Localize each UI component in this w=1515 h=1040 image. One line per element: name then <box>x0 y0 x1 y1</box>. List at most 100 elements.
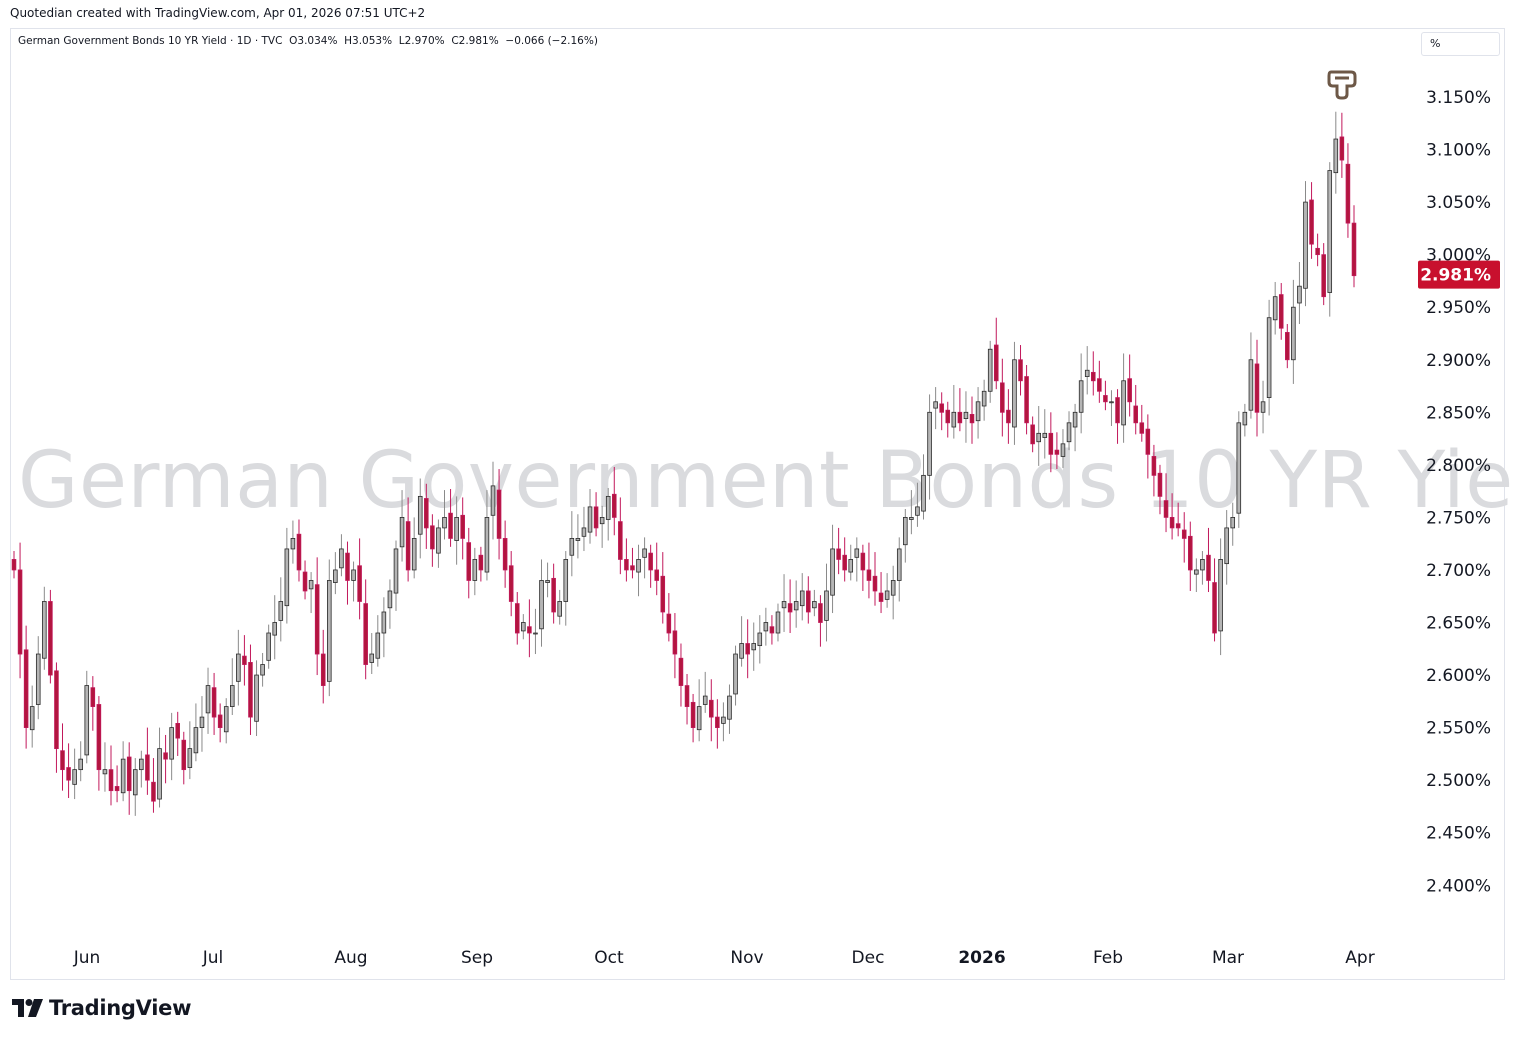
candle <box>739 616 744 667</box>
candle <box>272 595 278 660</box>
candle <box>1242 403 1248 437</box>
candle <box>163 734 168 784</box>
candle <box>23 625 29 749</box>
candle <box>84 670 90 764</box>
candle <box>860 544 866 591</box>
candle <box>108 745 114 806</box>
candle <box>793 580 799 628</box>
candle <box>508 551 514 617</box>
candle <box>193 703 199 762</box>
candle <box>981 379 987 421</box>
candle <box>230 658 235 715</box>
candle <box>502 520 508 588</box>
candle <box>539 559 544 647</box>
candle <box>102 742 108 792</box>
candle <box>266 624 271 669</box>
x-tick-label: 2026 <box>958 948 1005 968</box>
candle <box>709 679 714 742</box>
candle <box>1078 353 1084 434</box>
candle <box>1297 262 1302 325</box>
tradingview-logo[interactable]: TradingView <box>12 996 191 1020</box>
candle <box>1127 354 1132 417</box>
candle <box>690 693 696 743</box>
candle <box>975 387 981 439</box>
y-tick-label: 2.500% <box>1426 771 1491 791</box>
candle <box>60 723 65 791</box>
price-axis: 3.150%3.100%3.050%3.000%2.950%2.900%2.85… <box>1426 88 1491 896</box>
candle <box>1188 521 1193 591</box>
y-tick-label: 2.750% <box>1426 508 1491 528</box>
candle <box>909 490 914 535</box>
candle <box>854 537 860 582</box>
candle <box>1309 182 1314 259</box>
candle <box>1236 411 1242 528</box>
legend-high: H3.053% <box>344 35 393 47</box>
candle <box>1145 414 1151 479</box>
unit-selector[interactable]: % <box>1421 32 1500 56</box>
candle <box>199 696 205 752</box>
candle <box>78 741 83 782</box>
candle <box>1351 205 1357 288</box>
candle <box>454 496 459 565</box>
candle <box>139 750 144 788</box>
y-tick-label: 2.850% <box>1426 403 1491 423</box>
tv-logo-icon <box>12 999 43 1017</box>
candle <box>496 469 502 560</box>
candle <box>575 514 581 559</box>
candle <box>787 579 793 634</box>
candle <box>290 520 296 564</box>
candle <box>424 483 429 549</box>
candle <box>1278 283 1284 340</box>
candle <box>533 608 538 655</box>
y-tick-label: 2.400% <box>1426 876 1491 896</box>
candle <box>733 645 738 706</box>
candle <box>751 622 757 671</box>
last-price-background <box>1418 260 1500 289</box>
x-tick-label: Dec <box>852 948 885 968</box>
legend-symbol: German Government Bonds 10 YR Yield · 1D… <box>18 35 283 47</box>
candle <box>284 527 290 624</box>
candle <box>96 696 102 791</box>
candle <box>320 629 326 704</box>
candle <box>1254 339 1260 437</box>
candle <box>563 551 569 626</box>
candle <box>351 561 356 602</box>
x-tick-label: Sep <box>461 948 493 968</box>
candle <box>806 576 811 624</box>
candle <box>551 563 556 624</box>
candle <box>157 727 162 808</box>
candle <box>375 615 381 667</box>
candle <box>527 599 532 658</box>
candle <box>1084 346 1090 395</box>
candle <box>775 603 781 642</box>
candle <box>684 673 690 725</box>
candle <box>1066 411 1072 451</box>
candle <box>1218 538 1223 656</box>
candle <box>175 711 180 756</box>
candle <box>308 572 314 614</box>
y-tick-label: 3.100% <box>1426 141 1491 161</box>
candle <box>593 492 599 537</box>
candle <box>466 527 472 599</box>
candle <box>1339 112 1345 178</box>
candle <box>1115 389 1120 444</box>
candle <box>460 497 465 560</box>
chart-frame[interactable] <box>10 28 1505 980</box>
candle <box>987 340 993 403</box>
candle <box>490 461 496 540</box>
candle <box>818 595 823 647</box>
candle <box>405 497 411 582</box>
candle <box>1012 341 1017 445</box>
candle <box>1036 405 1041 466</box>
time-axis: Jun Jul Aug Sep Oct Nov Dec 2026 Feb Mar Apr <box>73 948 1375 968</box>
candle <box>1072 403 1078 452</box>
candle-series <box>11 111 1357 816</box>
candle <box>581 506 587 552</box>
candle <box>145 727 150 795</box>
candle <box>1018 345 1023 396</box>
y-tick-label: 2.550% <box>1426 719 1491 739</box>
candle <box>430 514 435 567</box>
legend-open: O3.034% <box>289 35 338 47</box>
candle <box>836 527 841 575</box>
